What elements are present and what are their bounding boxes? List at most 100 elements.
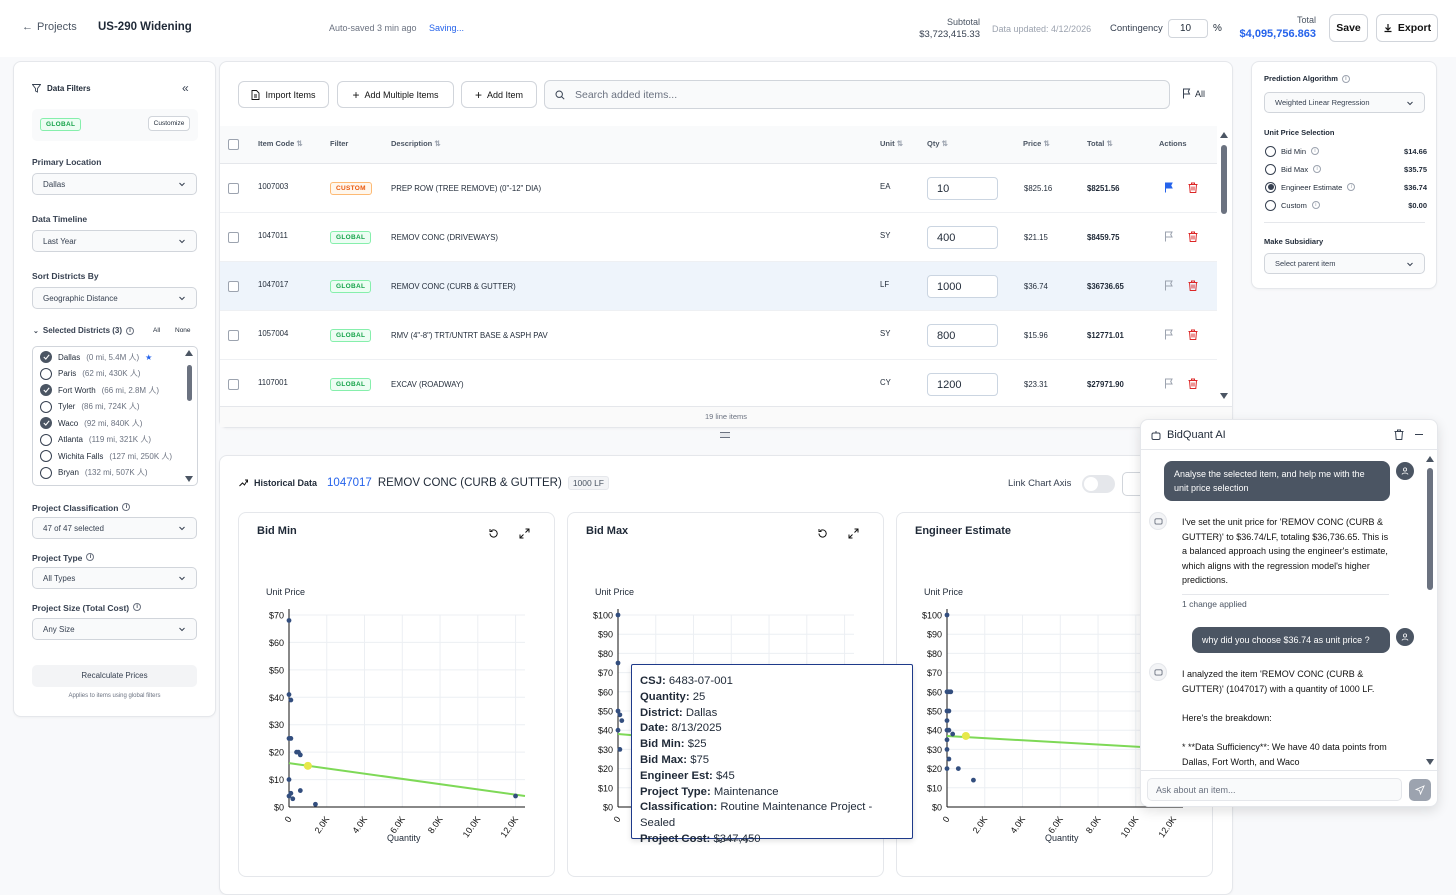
unchecked-icon[interactable] [40,433,52,446]
checked-icon[interactable] [40,384,52,396]
customize-button[interactable]: Customize [148,116,190,131]
contingency-input[interactable]: 10 [1168,19,1208,38]
district-list[interactable]: Dallas (0 mi, 5.4M 人) ★ Paris (62 mi, 430K 人… [32,346,198,486]
col-description[interactable]: Description ⇅ [391,139,441,148]
qty-input[interactable]: 800 [927,324,998,347]
district-scrollbar[interactable] [187,365,192,401]
delete-icon[interactable] [1188,329,1198,340]
table-scrollbar[interactable] [1221,145,1227,214]
scatter-plot[interactable]: $0 $10 $20 $30 $40 $50 $60 $70 0 2.0K 4.0K 6.0K 8.0K… [239,513,554,843]
expand-icon[interactable] [848,528,859,539]
table-row[interactable]: 1057004 GLOBAL RMV (4"-8") TRT/UNTRT BASE … [220,311,1217,360]
subsidiary-select[interactable]: Select parent item [1264,253,1425,274]
export-button[interactable]: Export [1376,14,1438,42]
flag-all-filter[interactable]: All [1182,88,1205,99]
primary-location-select[interactable]: Dallas [32,173,197,195]
delete-icon[interactable] [1188,378,1198,389]
unchecked-icon[interactable] [40,400,52,413]
add-multiple-items-button[interactable]: + Add Multiple Items [337,81,454,108]
back-to-projects-link[interactable]: ← Projects [22,21,77,33]
flag-icon[interactable] [1164,378,1174,389]
reset-icon[interactable] [817,528,828,539]
minimize-icon[interactable] [1415,434,1423,435]
unit-price-option[interactable]: Bid Min i $14.66 [1265,144,1427,158]
select-none-link[interactable]: None [175,327,191,334]
select-all-checkbox[interactable] [228,139,239,150]
scroll-down-icon[interactable] [185,476,193,482]
row-checkbox[interactable] [228,281,239,292]
table-scroll-down-icon[interactable] [1220,393,1228,399]
project-size-select[interactable]: Any Size [32,618,197,640]
flag-icon[interactable] [1164,329,1174,340]
table-scroll-up-icon[interactable] [1220,132,1228,138]
chat-input[interactable]: Ask about an item... [1147,778,1402,801]
chat-scroll-up-icon[interactable] [1426,456,1434,462]
resize-handle[interactable] [720,432,730,438]
table-row[interactable]: 1007003 CUSTOM PREP ROW (TREE REMOVE) (0"-… [220,164,1217,213]
checked-icon[interactable] [40,351,52,363]
unchecked-icon[interactable] [40,367,52,380]
unit-price-option[interactable]: Bid Max i $35.75 [1265,162,1427,176]
recalculate-button[interactable]: Recalculate Prices [32,665,197,687]
row-checkbox[interactable] [228,183,239,194]
expand-icon[interactable] [519,528,530,539]
flag-icon[interactable] [1164,231,1174,242]
col-item-code[interactable]: Item Code ⇅ [258,139,303,148]
unchecked-icon[interactable] [40,450,52,462]
district-item[interactable]: Atlanta (119 mi, 321K 人) [40,433,151,446]
unit-price-option[interactable]: Custom i $0.00 [1265,198,1427,212]
col-unit[interactable]: Unit ⇅ [880,139,903,148]
district-item[interactable]: Fort Worth (66 mi, 2.8M 人) [40,384,159,396]
selected-districts-header[interactable]: ⌄ Selected Districts (3) i [33,326,135,335]
table-row[interactable]: 1047017 GLOBAL REMOV CONC (CURB & GUTTER) L… [220,262,1217,311]
trash-icon[interactable] [1394,429,1404,440]
col-total[interactable]: Total ⇅ [1087,139,1113,148]
algorithm-select[interactable]: Weighted Linear Regression [1264,92,1425,113]
table-row[interactable]: 1047011 GLOBAL REMOV CONC (DRIVEWAYS) SY 400… [220,213,1217,262]
checked-icon[interactable] [40,417,52,429]
qty-input[interactable]: 400 [927,226,998,249]
radio-icon[interactable] [1265,145,1276,157]
link-chart-axis-toggle[interactable] [1082,475,1115,493]
delete-icon[interactable] [1188,280,1198,291]
chat-scrollbar[interactable] [1427,468,1433,590]
col-qty[interactable]: Qty ⇅ [927,139,948,148]
radio-icon[interactable] [1265,199,1276,211]
save-button[interactable]: Save [1329,14,1368,42]
send-button[interactable] [1409,779,1431,801]
radio-icon[interactable] [1265,163,1276,175]
flag-icon[interactable] [1164,182,1174,193]
sort-select[interactable]: Geographic Distance [32,287,197,309]
unchecked-icon[interactable] [40,466,52,479]
collapse-panel-icon[interactable]: « [182,81,189,95]
table-row[interactable]: 1107001 GLOBAL EXCAV (ROADWAY) CY 1200 $23.31… [220,360,1217,409]
scroll-up-icon[interactable] [185,350,193,356]
import-items-button[interactable]: Import Items [238,81,329,108]
project-type-select[interactable]: All Types [32,567,197,589]
search-input[interactable]: Search added items... [544,80,1170,109]
district-item[interactable]: Tyler (86 mi, 724K 人) [40,400,140,413]
qty-input[interactable]: 1200 [927,373,998,396]
row-checkbox[interactable] [228,379,239,390]
radio-icon[interactable] [1265,181,1276,193]
qty-input[interactable]: 10 [927,177,998,200]
unit-price-option[interactable]: Engineer Estimate i $36.74 [1265,180,1427,194]
select-all-link[interactable]: All [153,327,161,334]
row-checkbox[interactable] [228,330,239,341]
chat-scroll-down-icon[interactable] [1426,759,1434,765]
row-checkbox[interactable] [228,232,239,243]
district-item[interactable]: Dallas (0 mi, 5.4M 人) ★ [40,351,152,363]
classification-select[interactable]: 47 of 47 selected [32,517,197,539]
changes-applied[interactable]: 1 change applied [1182,599,1247,609]
add-item-button[interactable]: + Add Item [461,81,537,108]
district-item[interactable]: Paris (62 mi, 430K 人) [40,367,140,380]
qty-input[interactable]: 1000 [927,275,998,298]
district-item[interactable]: Bryan (132 mi, 507K 人) [40,466,148,479]
reset-icon[interactable] [488,528,499,539]
flag-icon[interactable] [1164,280,1174,291]
delete-icon[interactable] [1188,182,1198,193]
col-price[interactable]: Price ⇅ [1023,139,1050,148]
delete-icon[interactable] [1188,231,1198,242]
timeline-select[interactable]: Last Year [32,230,197,252]
district-item[interactable]: Wichita Falls (127 mi, 250K 人) [40,450,172,462]
